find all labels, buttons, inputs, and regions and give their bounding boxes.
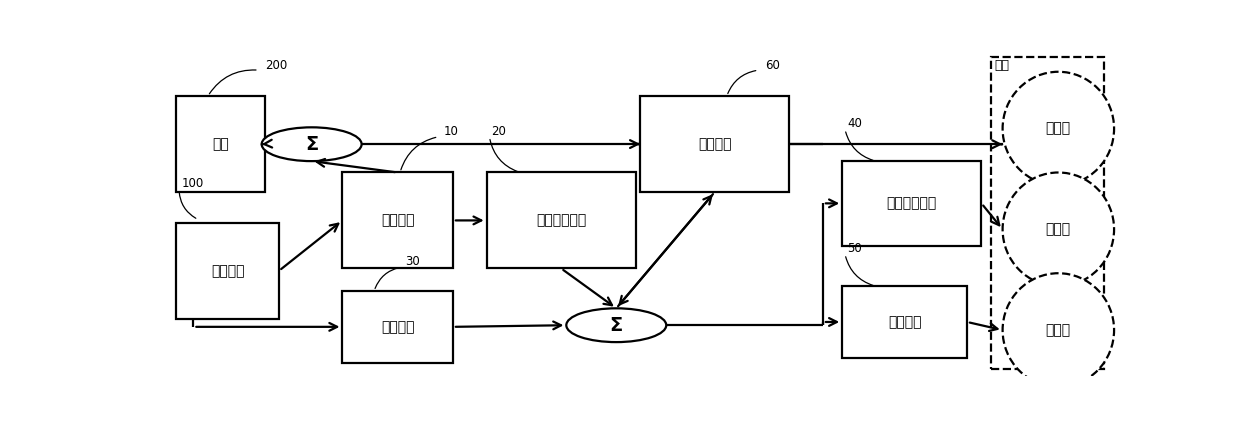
Text: 余热回收装置: 余热回收装置: [536, 214, 587, 227]
Text: 燃气管网: 燃气管网: [211, 264, 244, 278]
Text: Σ: Σ: [610, 316, 622, 335]
Circle shape: [262, 127, 362, 161]
Text: 40: 40: [847, 117, 862, 130]
Text: 30: 30: [404, 255, 419, 268]
Ellipse shape: [1003, 173, 1114, 286]
Text: 10: 10: [444, 125, 458, 138]
Text: 热负荷: 热负荷: [1045, 323, 1071, 337]
Bar: [842, 161, 982, 246]
Text: 200: 200: [265, 59, 288, 71]
Text: 储热装置: 储热装置: [698, 137, 732, 151]
Text: 热交换器: 热交换器: [888, 315, 921, 329]
Ellipse shape: [1003, 72, 1114, 186]
Text: 用户: 用户: [994, 59, 1009, 72]
Circle shape: [567, 308, 666, 342]
Bar: [640, 96, 790, 192]
Text: 50: 50: [847, 242, 862, 255]
Ellipse shape: [1003, 273, 1114, 387]
Bar: [176, 223, 279, 319]
Bar: [342, 173, 453, 268]
Text: 燃气机组: 燃气机组: [381, 214, 414, 227]
Text: 冷负荷: 冷负荷: [1045, 222, 1071, 236]
Bar: [842, 286, 967, 358]
Text: 吸收式制冷机: 吸收式制冷机: [887, 196, 937, 210]
Text: 20: 20: [491, 125, 506, 138]
Text: 燃气锅炉: 燃气锅炉: [381, 320, 414, 334]
Bar: [991, 57, 1105, 369]
Text: 电网: 电网: [212, 137, 228, 151]
Bar: [176, 96, 264, 192]
Text: 100: 100: [182, 177, 205, 190]
Bar: [486, 173, 635, 268]
Text: Σ: Σ: [305, 135, 319, 154]
Text: 电负荷: 电负荷: [1045, 122, 1071, 135]
Bar: [342, 291, 453, 362]
Text: 60: 60: [765, 59, 780, 71]
